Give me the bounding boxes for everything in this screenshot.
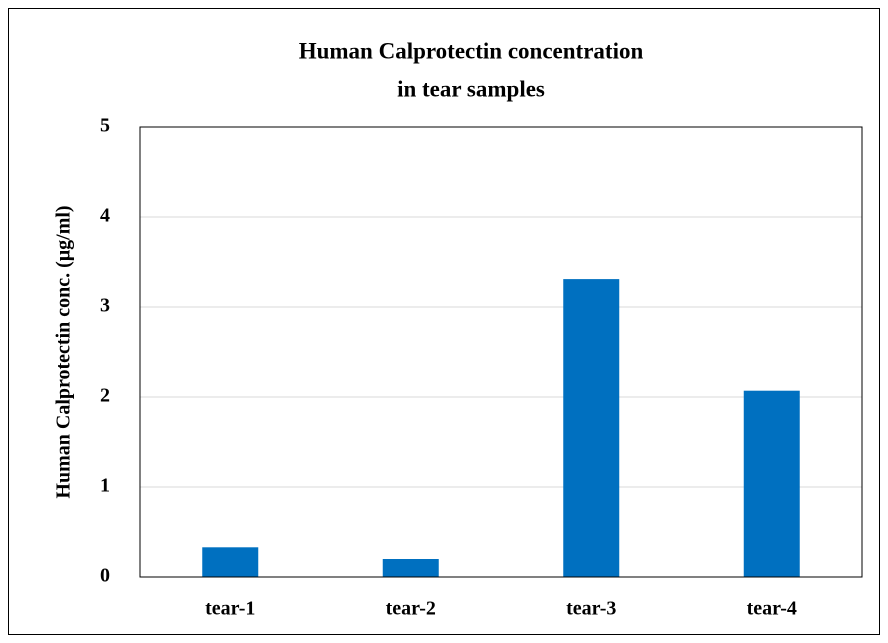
chart-title: in tear samples — [397, 76, 545, 101]
bar — [743, 390, 800, 577]
chart-frame — [8, 8, 880, 635]
y-tick-label: 2 — [100, 385, 110, 407]
chart-title: Human Calprotectin concentration — [299, 38, 644, 63]
y-tick-label: 1 — [100, 475, 110, 497]
y-tick-label: 5 — [100, 115, 110, 137]
y-tick-label: 0 — [100, 565, 110, 587]
y-tick-label: 4 — [100, 205, 110, 227]
bar — [382, 559, 439, 577]
plot-frame — [139, 126, 863, 578]
y-tick-label: 3 — [100, 295, 110, 317]
x-tick-label: tear-1 — [205, 598, 255, 620]
y-axis-label: Human Calprotectin conc. (μg/ml) — [53, 205, 75, 498]
x-tick-label: tear-2 — [386, 598, 436, 620]
x-tick-label: tear-4 — [747, 598, 797, 620]
bar — [202, 547, 259, 577]
x-tick-label: tear-3 — [566, 598, 616, 620]
bar — [563, 279, 620, 577]
